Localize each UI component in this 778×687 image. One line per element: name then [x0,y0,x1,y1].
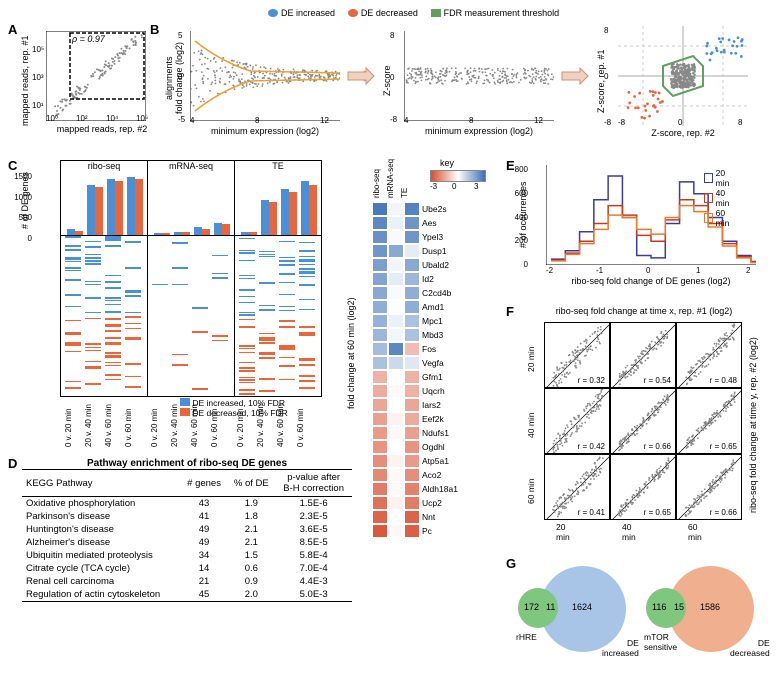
panel-b-plot2 [404,31,554,121]
legend-decreased: DE decreased [348,8,418,18]
panel-g: 172 11 1624 rHRE DE increased 116 15 158… [516,562,766,672]
figure-root: DE increased DE decreased FDR measuremen… [8,8,770,679]
heatmap-key-label: key [440,158,454,168]
panel-b3-xlabel: Z-score, rep. #2 [618,128,748,138]
panel-f-title-right: ribo-seq fold change at time y, rep. #2 … [748,326,758,524]
panel-d-title: Pathway enrichment of ribo-seq DE genes [22,458,352,469]
panel-a-rho: ρ = 0.97 [72,34,105,44]
pathway-table: KEGG Pathway# genes% of DEp-value afterB… [22,469,352,602]
panel-f-label: F [506,304,514,319]
panel-a-ylabel: mapped reads, rep. #1 [20,36,30,126]
arrow-1 [346,66,376,86]
panel-b-label: B [150,22,159,37]
panel-e-xlabel: ribo-seq fold change of DE genes (log2) [546,276,756,286]
heatmap-ylabel: fold change at 60 min (log2) [346,268,356,438]
panel-e-label: E [506,158,515,173]
top-legend: DE increased DE decreased FDR measuremen… [268,8,569,20]
legend-threshold: FDR measurement threshold [431,8,560,18]
panel-d-label: D [8,456,17,471]
panel-a-scatter [46,31,146,121]
heatmap-key-bar [430,170,486,182]
panel-a: mapped reads, rep. #1 ρ = 0.97 mapped re… [24,26,144,136]
legend-decreased-label: DE decreased [361,8,418,18]
panel-f-grid: r = 0.32r = 0.54r = 0.48r = 0.42r = 0.66… [544,322,742,520]
legend-increased-label: DE increased [281,8,335,18]
swatch-inc [268,9,278,17]
panel-f-title-top: ribo-seq fold change at time x, rep. #1 … [544,306,744,316]
legend-threshold-label: FDR measurement threshold [444,8,560,18]
panel-a-label: A [8,22,17,37]
arrow-2 [560,66,590,86]
panel-b1-xlabel: minimum expression (log2) [190,126,340,136]
panel-d: Pathway enrichment of ribo-seq DE genes … [22,458,352,602]
panel-g-label: G [506,556,516,571]
swatch-thr [431,9,441,17]
panel-b2-xlabel: minimum expression (log2) [404,126,554,136]
panel-a-xlabel: mapped reads, rep. #2 [52,124,152,134]
panel-c-label: C [8,158,17,173]
swatch-dec [348,9,358,17]
legend-increased: DE increased [268,8,335,18]
panel-b-plot1 [190,31,340,121]
panel-b3-ylabel: Z-score, rep. #1 [596,41,606,121]
panel-b-plot3 [618,26,748,126]
